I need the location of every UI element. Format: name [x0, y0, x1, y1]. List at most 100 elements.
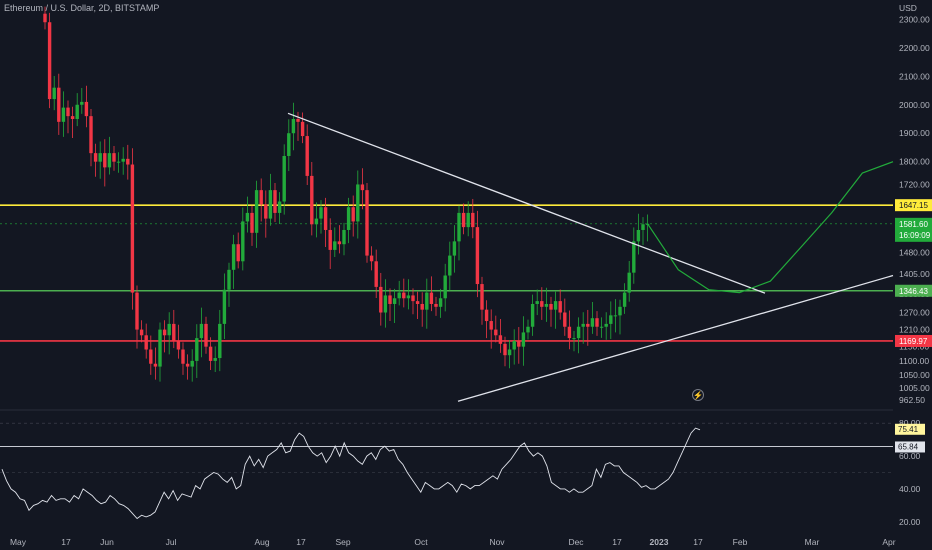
candle-body [172, 323, 176, 341]
candle-body [241, 221, 245, 262]
price-tick-label: 2100.00 [899, 71, 930, 81]
candle-body [526, 326, 530, 333]
projection-curve [647, 161, 894, 294]
candle-body [503, 343, 507, 356]
candle-body [622, 292, 627, 307]
candle-body [438, 298, 443, 307]
time-axis-label: Mar [805, 537, 820, 547]
rsi-tick-label: 80.00 [899, 418, 921, 428]
candle-body [314, 218, 319, 225]
price-tick-label: 1005.00 [899, 383, 930, 393]
trendline-upper [287, 112, 766, 294]
time-axis-label: Oct [414, 537, 428, 547]
candle-body [586, 323, 590, 327]
candle-body [116, 161, 121, 163]
candle-body [107, 153, 112, 168]
level-tag-label-support: 1346.43 [899, 287, 928, 296]
candle-body [498, 335, 503, 344]
candle-body [402, 292, 406, 299]
candle-body [231, 244, 236, 270]
time-axis-label: May [10, 537, 27, 547]
symbol-title: Ethereum / U.S. Dollar, 2D, BITSTAMP [4, 3, 160, 13]
candle-body [351, 207, 355, 222]
time-axis-label: Feb [733, 537, 748, 547]
candle-body [613, 315, 618, 317]
candle-body [287, 133, 291, 156]
price-tick-label: 1900.00 [899, 128, 930, 138]
candle-body [452, 241, 457, 256]
candle-body [93, 153, 98, 162]
candle-body [572, 338, 576, 340]
time-axis-label: Aug [254, 537, 269, 547]
price-tick-label: 1210.00 [899, 325, 930, 335]
rsi-level-label: 65.84 [898, 442, 919, 451]
candle-body [632, 241, 636, 273]
candle-body [264, 204, 268, 219]
candle-body [494, 329, 498, 336]
candle-body [259, 190, 263, 205]
price-tick-label: 1720.00 [899, 179, 930, 189]
candle-body [576, 326, 581, 339]
candle-body [89, 116, 93, 154]
candle-body [512, 340, 516, 350]
candle-body [563, 312, 567, 327]
candle-body [254, 190, 259, 233]
candle-body [190, 360, 194, 367]
time-axis-label: 17 [693, 537, 703, 547]
candle-body [434, 303, 438, 307]
candle-body [135, 292, 139, 330]
candle-body [144, 335, 148, 350]
candle-body [356, 184, 360, 222]
price-tick-label: 1270.00 [899, 308, 930, 318]
level-tag-label-resistance: 1647.15 [899, 201, 928, 210]
time-axis-label: Apr [882, 537, 895, 547]
candle-body [553, 301, 558, 310]
current-price-label: 1581.60 [899, 220, 928, 229]
candle-body [636, 229, 641, 242]
candle-body [204, 323, 208, 347]
candle-body [167, 323, 171, 336]
candle-body [480, 284, 484, 310]
level-tag-support [895, 284, 932, 297]
candle-body [443, 275, 447, 299]
candle-body [549, 303, 553, 310]
rsi-level-tag [895, 441, 925, 453]
candle-body [130, 164, 135, 293]
candle-body [374, 261, 378, 287]
candle-body [595, 318, 599, 327]
candle-body [425, 292, 429, 310]
candle-body [581, 323, 585, 327]
candle-body [420, 303, 424, 310]
candle-body [153, 363, 158, 367]
candle-body [365, 190, 369, 256]
candle-body [627, 272, 631, 293]
lightning-icon[interactable]: ⚡ [692, 389, 704, 401]
candle-body [535, 301, 539, 304]
time-axis-label: 2023 [650, 537, 669, 547]
candle-body [448, 255, 452, 276]
candle-body [199, 323, 204, 339]
candle-body [268, 190, 273, 219]
price-tick-label: 2200.00 [899, 43, 930, 53]
candle-body [218, 323, 222, 359]
candle-body [484, 309, 489, 322]
candle-body [471, 212, 475, 228]
time-axis-label: Jul [166, 537, 177, 547]
candle-body [121, 158, 125, 162]
time-axis-label: Sep [335, 537, 350, 547]
candle-body [397, 292, 401, 299]
level-tag-floor [895, 334, 932, 347]
candle-body [346, 207, 351, 230]
candle-body [75, 104, 79, 119]
rsi-tick-label: 60.00 [899, 451, 921, 461]
candle-body [158, 329, 162, 367]
candle-body [360, 184, 365, 191]
candle-body [185, 363, 190, 367]
candle-body [176, 340, 181, 350]
candle-body [300, 121, 305, 137]
candle-body [558, 301, 562, 313]
candle-body [383, 295, 388, 313]
candle-body [310, 175, 314, 225]
